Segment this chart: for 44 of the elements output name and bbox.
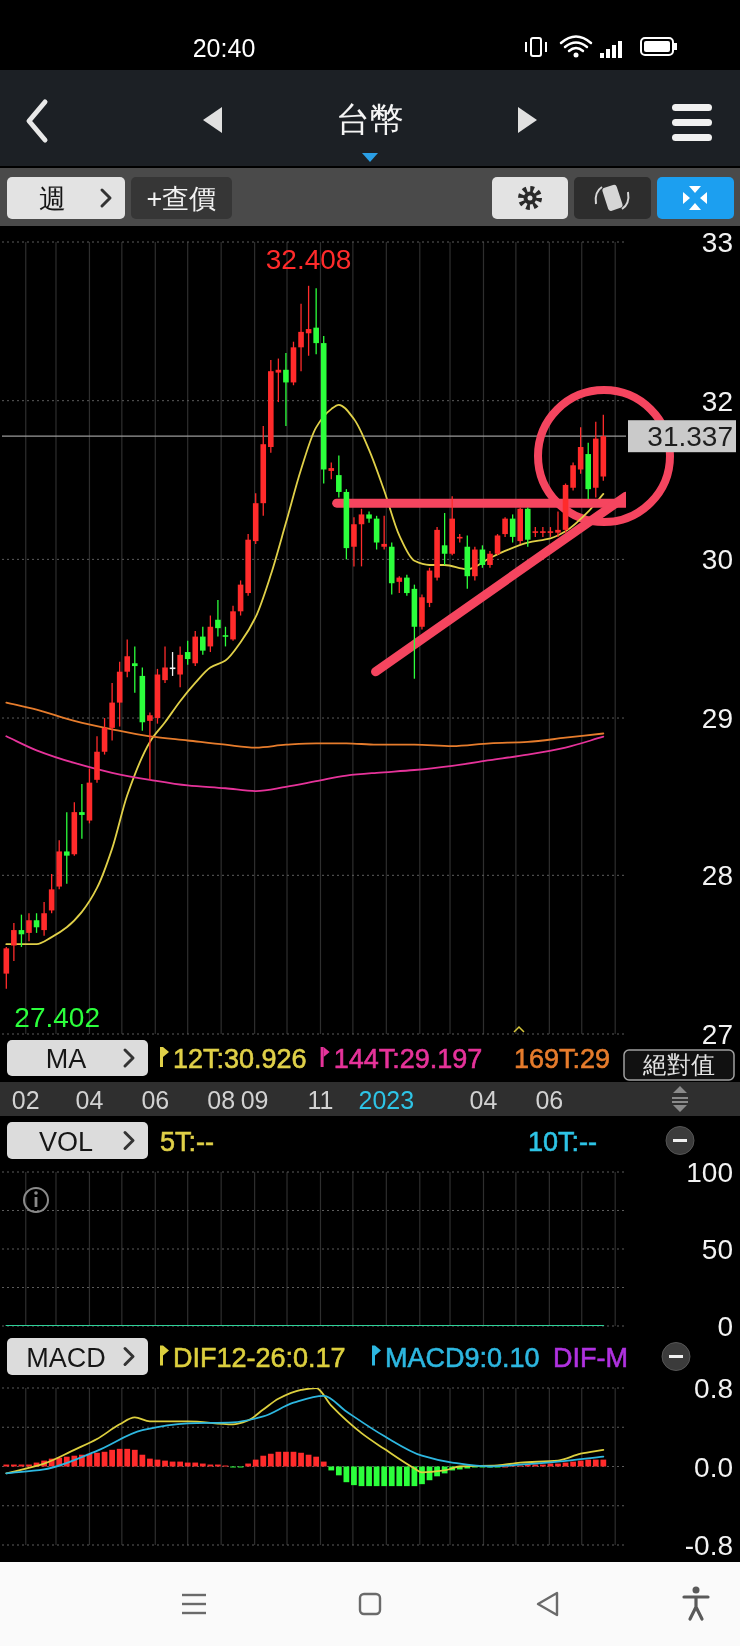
legend-label: 12T:30.926 <box>173 1044 307 1074</box>
y-tick-label: 27 <box>701 1019 733 1050</box>
y-tick-label: 50 <box>701 1234 733 1265</box>
button: 週 <box>7 177 125 219</box>
legend-label: DIF12-26:0.17 <box>173 1342 346 1373</box>
y-tick-label: -0.8 <box>684 1530 733 1561</box>
ref-line-label: 31.337 <box>647 421 733 453</box>
text: 20:40 <box>192 34 256 62</box>
y-tick-label: 30 <box>701 544 733 576</box>
button: MA <box>7 1040 148 1076</box>
x-tick-label: 11 <box>307 1086 334 1114</box>
y-tick-label: 0 <box>717 1311 733 1342</box>
y-tick-label: 29 <box>701 703 733 735</box>
y-tick-label: 0.0 <box>694 1451 733 1483</box>
x-tick-label: 02 <box>11 1086 40 1114</box>
annotation: 27.402 <box>14 1001 100 1033</box>
text: 169T:29 <box>514 1044 611 1074</box>
y-tick-label: 100 <box>686 1157 733 1188</box>
x-tick-label: 04 <box>469 1086 498 1114</box>
x-tick-label: 04 <box>75 1086 104 1114</box>
button: VOL <box>7 1122 148 1159</box>
legend-label: MACD9:0.10 <box>385 1342 540 1373</box>
legend-label: 144T:29.197 <box>333 1044 483 1074</box>
chart-title: 台幣 <box>336 100 404 138</box>
ref-label: 31.337 <box>628 420 736 453</box>
chart-title: MACD <box>26 1342 106 1373</box>
y-tick-label: 33 <box>701 227 733 258</box>
x-tick-label: 06 <box>141 1086 170 1114</box>
y-tick-label: 0.8 <box>694 1373 733 1404</box>
x-tick-label: 06 <box>535 1086 564 1114</box>
text: 10T:-- <box>528 1126 598 1157</box>
button: +查價 <box>131 177 232 219</box>
text: 5T:-- <box>160 1126 214 1157</box>
x-tick-label: 09 <box>240 1086 269 1114</box>
x-tick-label: 2023 <box>358 1086 415 1114</box>
button: MACD <box>7 1338 148 1375</box>
x-tick-label: 08 <box>207 1086 236 1114</box>
annotation: 32.408 <box>265 243 352 275</box>
y-tick-label: 32 <box>701 385 733 417</box>
y-tick-label: 28 <box>701 860 733 892</box>
chart-title: VOL <box>38 1126 94 1157</box>
button: 絕對值 <box>623 1049 735 1081</box>
text: DIF-M <box>553 1342 628 1373</box>
legend-title: MA <box>45 1044 87 1074</box>
